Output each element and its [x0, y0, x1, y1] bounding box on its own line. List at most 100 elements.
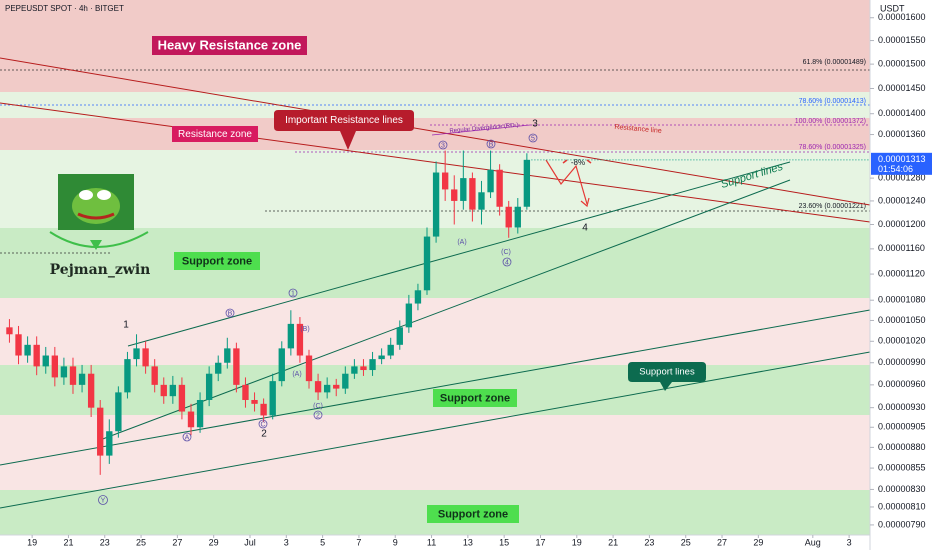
support-band	[0, 228, 870, 298]
candle-body	[505, 206, 512, 228]
x-tick-label: 27	[172, 537, 182, 547]
y-tick-label: 0.00001050	[878, 315, 926, 325]
candle-body	[242, 384, 249, 400]
y-tick-label: 0.00000810	[878, 501, 926, 511]
wave-label: 5	[531, 135, 535, 142]
y-tick-label: 0.00001500	[878, 59, 926, 69]
wave-circle	[98, 495, 108, 505]
fib-labels: 61.8% (0.00001489) 78.60% (0.00001413) 1…	[795, 59, 866, 210]
candle-body	[215, 362, 222, 374]
support-line	[0, 351, 871, 509]
candle-body	[142, 348, 149, 367]
x-tick-label: 15	[499, 537, 509, 547]
candle-body	[33, 344, 40, 367]
candle-body	[441, 172, 449, 190]
x-tick-label: 3	[847, 537, 852, 547]
wave-label: (A)	[292, 371, 301, 378]
candle-body	[187, 411, 195, 428]
wave-label: A	[185, 434, 190, 441]
candle-body	[360, 366, 367, 371]
candle-body	[178, 384, 186, 412]
author: Pejman_zwin	[50, 262, 151, 278]
wave-label: 1	[123, 320, 129, 331]
x-tick-label: 25	[136, 537, 146, 547]
zone-label: Support zone	[182, 255, 252, 267]
chart-title: PEPEUSDT SPOT · 4h · BITGET	[5, 4, 124, 13]
candle-body	[405, 303, 413, 328]
divergence-line	[431, 124, 531, 136]
y-tick-label: 0.00000930	[878, 402, 926, 412]
y-tick-label: 0.00001360	[878, 129, 926, 139]
wave-circle	[528, 133, 538, 143]
last-price-badge	[871, 152, 932, 175]
candle-body	[269, 381, 276, 416]
candle-body	[296, 323, 304, 356]
y-tick-label: 0.00001550	[878, 35, 926, 45]
support-line	[99, 179, 791, 441]
projection-arrow	[545, 159, 588, 205]
y-tick-label: 0.00000855	[878, 462, 926, 472]
y-axis-bg	[870, 0, 932, 550]
candle-body	[469, 178, 476, 210]
candle-body	[460, 178, 467, 201]
candle-body	[432, 172, 440, 237]
y-tick-label: 0.00001020	[878, 336, 926, 346]
zone-label: Support zone	[440, 392, 510, 404]
x-tick-label: 21	[63, 537, 73, 547]
candle-body	[106, 431, 113, 456]
wave-label: B	[228, 310, 233, 317]
zone-badge	[152, 36, 307, 55]
wave-label: 3	[532, 119, 538, 130]
candle-body	[60, 366, 68, 378]
callout-label: Support lines	[639, 367, 695, 378]
callout	[274, 110, 414, 150]
candle-body	[333, 384, 340, 389]
avatar-eye	[79, 190, 93, 200]
wave-label: 2	[261, 429, 267, 440]
candle-body	[87, 373, 95, 408]
candle-body	[351, 366, 358, 374]
fib-lines	[0, 69, 870, 254]
wave-labels: 1 2 3 4 Y A B C 1 2 3 B 5 4 (A) (B) (C) …	[98, 119, 588, 505]
drop-marks	[562, 159, 592, 164]
candle-body	[69, 366, 77, 385]
candle-body	[151, 366, 158, 385]
last-price: 0.00001313	[878, 154, 926, 164]
candle-body	[378, 355, 385, 360]
x-tick-label: 13	[463, 537, 473, 547]
candle-body	[278, 348, 285, 382]
support-line	[0, 309, 871, 466]
x-tick-label: 19	[572, 537, 582, 547]
candle-body	[169, 384, 177, 397]
wave-label: 3	[441, 142, 445, 149]
candle-body	[133, 348, 140, 360]
wave-circle	[258, 419, 268, 429]
wave-circle	[288, 288, 298, 298]
fib-label: 61.8% (0.00001489)	[803, 59, 866, 66]
zone-label: Support zone	[438, 508, 508, 520]
candle-body	[115, 392, 122, 432]
x-tick-label: 17	[535, 537, 545, 547]
currency: USDT	[880, 3, 905, 13]
y-tick-label: 0.00000790	[878, 519, 926, 529]
avatar-eye	[97, 190, 111, 200]
avatar-arrow	[90, 240, 102, 250]
x-tick-label: Jul	[244, 537, 256, 547]
wave-label: 4	[582, 223, 588, 234]
wave-label: 1	[291, 290, 295, 297]
countdown: 01:54:06	[878, 164, 913, 174]
y-tick-label: 0.00001200	[878, 219, 926, 229]
candle-body	[287, 323, 295, 349]
wave-label: C	[260, 421, 265, 428]
candle-body	[478, 192, 485, 210]
candle-body	[233, 348, 240, 385]
zone-badge	[427, 505, 519, 523]
candle-body	[387, 344, 394, 356]
fib-label: 100.00% (0.00001372)	[795, 118, 866, 125]
candle-body	[414, 290, 422, 304]
wave-circle	[225, 308, 235, 318]
y-tick-label: 0.00001600	[878, 12, 926, 22]
wave-label: (B)	[300, 326, 309, 333]
y-tick-label: 0.00001450	[878, 83, 926, 93]
